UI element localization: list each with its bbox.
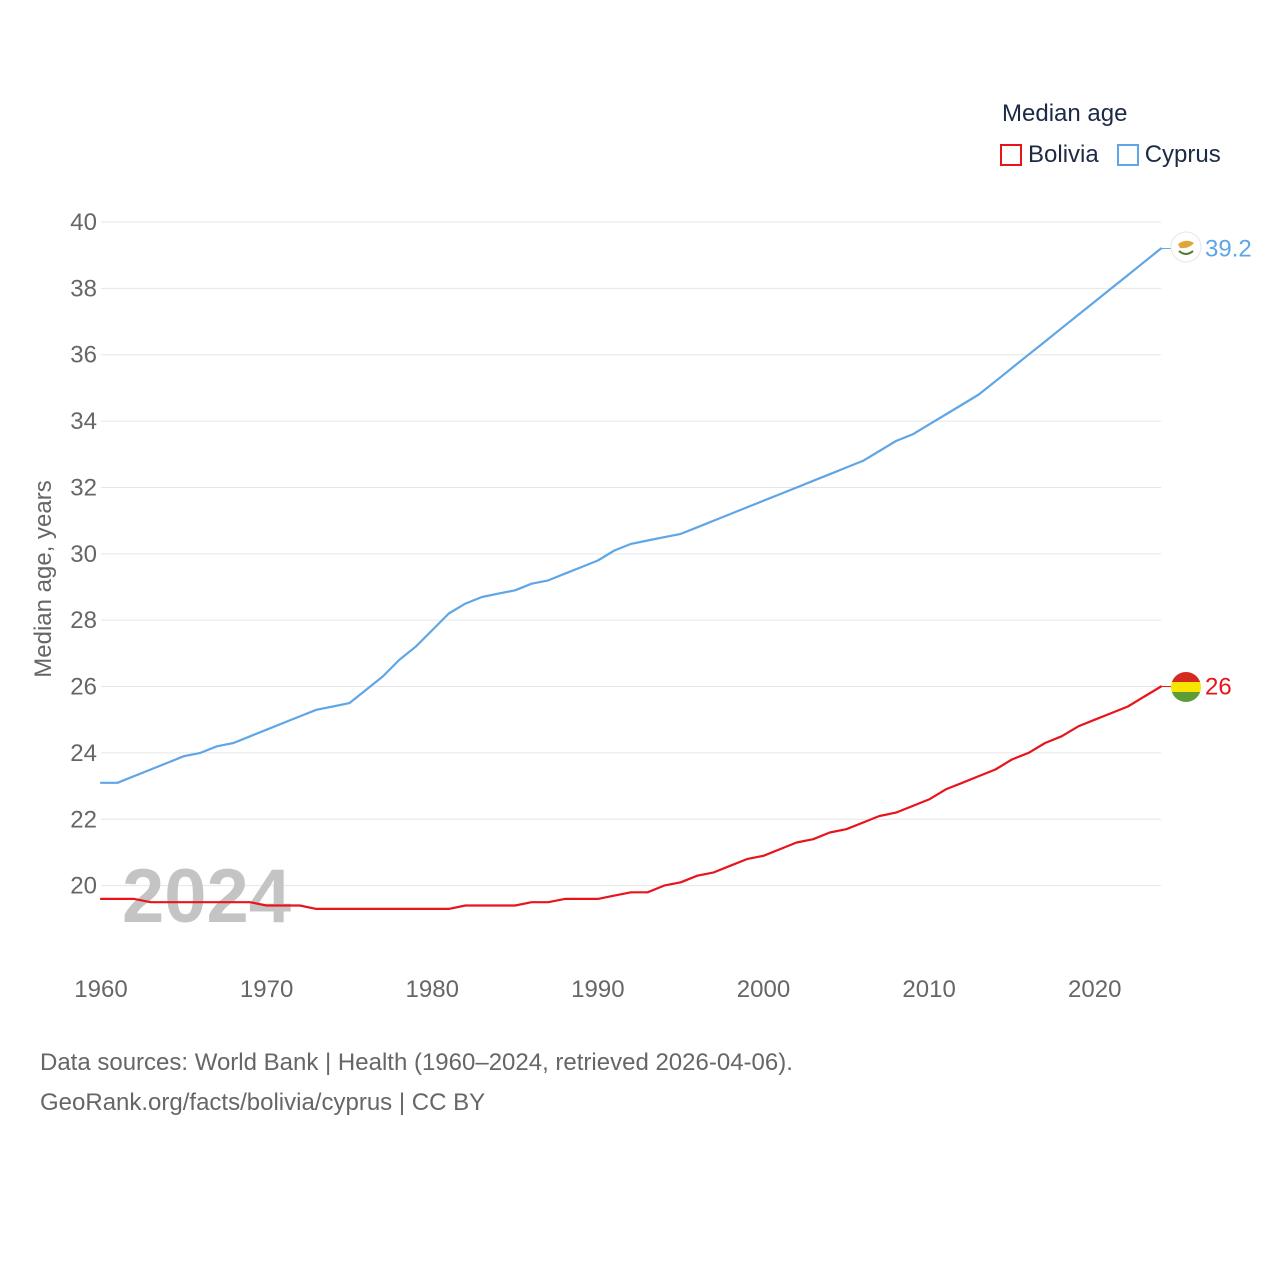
y-axis: 20 22 24 26 28 30 32 34 36 38 40 bbox=[70, 209, 97, 900]
legend-label-cyprus: Cyprus bbox=[1144, 141, 1221, 168]
x-tick-label: 1980 bbox=[406, 976, 459, 1003]
x-tick-label: 2010 bbox=[902, 976, 955, 1003]
gridlines bbox=[101, 221, 1161, 887]
legend-label-bolivia: Bolivia bbox=[1028, 141, 1099, 168]
legend: Bolivia Cyprus bbox=[1000, 141, 1239, 169]
series-lines bbox=[99, 247, 1171, 911]
x-axis: 1960 1970 1980 1990 2000 2010 2020 bbox=[74, 976, 1121, 1003]
y-tick-label: 36 bbox=[70, 342, 97, 369]
y-tick-label: 34 bbox=[70, 408, 97, 435]
legend-item-bolivia[interactable]: Bolivia bbox=[1000, 141, 1099, 169]
y-tick-label: 28 bbox=[70, 607, 97, 634]
series-end-markers bbox=[1170, 231, 1202, 702]
cyprus-flag-icon bbox=[1170, 231, 1202, 263]
x-tick-label: 2000 bbox=[737, 976, 790, 1003]
cyprus-swatch-icon bbox=[1116, 144, 1139, 166]
end-label-cyprus: 39.2 bbox=[1205, 236, 1252, 263]
end-label-bolivia: 26 bbox=[1205, 674, 1232, 701]
footer: Data sources: World Bank | Health (1960–… bbox=[40, 1043, 793, 1123]
y-tick-label: 40 bbox=[70, 209, 97, 236]
y-tick-label: 26 bbox=[70, 674, 97, 701]
series-line-bolivia[interactable] bbox=[99, 685, 1163, 911]
attribution-text: GeoRank.org/facts/bolivia/cyprus | CC BY bbox=[40, 1089, 486, 1116]
y-axis-title: Median age, years bbox=[30, 480, 57, 677]
x-tick-label: 1970 bbox=[240, 976, 293, 1003]
x-tick-label: 2020 bbox=[1068, 976, 1121, 1003]
y-tick-label: 20 bbox=[70, 873, 97, 900]
x-tick-label: 1990 bbox=[571, 976, 624, 1003]
y-tick-label: 24 bbox=[70, 740, 97, 767]
y-tick-label: 32 bbox=[70, 474, 97, 501]
y-tick-label: 30 bbox=[70, 541, 97, 568]
bolivia-flag-icon bbox=[1171, 672, 1201, 702]
legend-title: Median age bbox=[1002, 100, 1128, 127]
bolivia-swatch-icon bbox=[1000, 144, 1022, 166]
year-watermark: 2024 bbox=[122, 854, 291, 939]
series-end-labels: 26 39.2 bbox=[1205, 236, 1252, 701]
data-sources-text: Data sources: World Bank | Health (1960–… bbox=[40, 1049, 793, 1076]
series-line-cyprus[interactable] bbox=[99, 247, 1163, 784]
y-tick-label: 38 bbox=[70, 275, 97, 302]
legend-item-cyprus[interactable]: Cyprus bbox=[1116, 141, 1221, 169]
x-tick-label: 1960 bbox=[74, 976, 127, 1003]
y-tick-label: 22 bbox=[70, 806, 97, 833]
